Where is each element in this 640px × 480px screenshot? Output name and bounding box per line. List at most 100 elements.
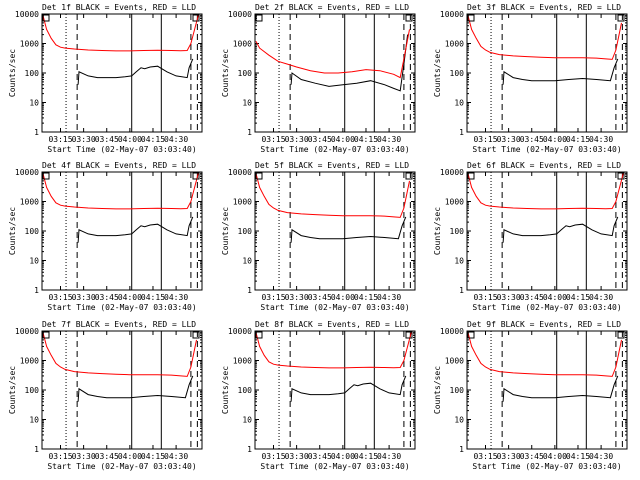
lld-line — [467, 332, 622, 377]
corner-marker — [405, 14, 413, 22]
panel-frame — [41, 330, 203, 450]
y-tick-label: 1000 — [233, 198, 252, 207]
x-axis-label: Start Time (02-May-07 03:03:40) — [260, 303, 409, 312]
x-tick-label: 03:45 — [308, 135, 332, 144]
panel-title: Det 9f BLACK = Events, RED = LLD — [467, 320, 621, 329]
x-tick-label: 04:15 — [354, 135, 378, 144]
corner-marker — [192, 172, 200, 180]
x-tick-label: 04:15 — [141, 135, 165, 144]
x-axis-label: Start Time (02-May-07 03:03:40) — [472, 462, 621, 471]
panel-frame — [466, 13, 628, 133]
x-tick-label: 03:45 — [520, 135, 544, 144]
y-tick-label: 100 — [238, 69, 253, 78]
y-tick-label: 10 — [29, 99, 39, 108]
corner-marker — [42, 172, 50, 180]
events-line — [502, 58, 619, 85]
lld-line — [42, 173, 199, 210]
x-tick-label: 03:15 — [473, 135, 497, 144]
lld-line — [42, 332, 197, 377]
x-tick-label: 04:30 — [589, 293, 613, 302]
panel-frame — [466, 330, 628, 450]
panel-frame — [254, 330, 416, 450]
events-line — [502, 216, 619, 243]
y-tick-label: 100 — [25, 227, 40, 236]
y-tick-label: 10 — [454, 99, 464, 108]
corner-marker — [405, 331, 413, 339]
y-tick-label: 1000 — [445, 40, 464, 49]
x-tick-label: 03:45 — [95, 293, 119, 302]
y-tick-label: 1 — [247, 128, 252, 137]
x-axis-label: Start Time (02-May-07 03:03:40) — [260, 462, 409, 471]
y-tick-label: 10000 — [15, 10, 39, 19]
x-tick-label: 03:30 — [497, 293, 521, 302]
lld-line — [255, 173, 410, 218]
y-axis-label: Counts/sec — [221, 49, 230, 97]
y-tick-label: 10000 — [228, 327, 252, 336]
x-axis-label: Start Time (02-May-07 03:03:40) — [47, 303, 196, 312]
corner-marker — [617, 14, 625, 22]
x-axis-label: Start Time (02-May-07 03:03:40) — [472, 145, 621, 154]
x-tick-label: 04:00 — [543, 135, 567, 144]
corner-marker — [42, 14, 50, 22]
x-tick-label: 04:30 — [377, 452, 401, 461]
y-tick-label: 10000 — [440, 327, 464, 336]
events-line — [77, 375, 194, 402]
x-axis-label: Start Time (02-May-07 03:03:40) — [47, 462, 196, 471]
y-tick-label: 100 — [450, 386, 465, 395]
y-tick-label: 10 — [454, 416, 464, 425]
corner-marker — [467, 172, 475, 180]
y-tick-label: 10000 — [228, 10, 252, 19]
panel-title: Det 4f BLACK = Events, RED = LLD — [42, 161, 196, 170]
x-axis-label: Start Time (02-May-07 03:03:40) — [47, 145, 196, 154]
lld-line — [42, 15, 199, 52]
y-axis-label: Counts/sec — [8, 366, 17, 414]
y-tick-label: 1 — [247, 286, 252, 295]
y-tick-label: 10000 — [440, 10, 464, 19]
x-tick-label: 04:00 — [331, 452, 355, 461]
y-tick-label: 1000 — [445, 198, 464, 207]
y-axis-label: Counts/sec — [433, 207, 442, 255]
x-tick-label: 04:00 — [118, 135, 142, 144]
x-tick-label: 04:00 — [331, 293, 355, 302]
y-tick-label: 100 — [25, 386, 40, 395]
y-tick-label: 1000 — [233, 40, 252, 49]
x-tick-label: 04:15 — [141, 452, 165, 461]
x-tick-label: 04:00 — [331, 135, 355, 144]
corner-marker — [405, 172, 413, 180]
x-tick-label: 04:30 — [164, 452, 188, 461]
corner-marker — [42, 331, 50, 339]
x-tick-label: 03:30 — [497, 135, 521, 144]
y-tick-label: 10000 — [15, 168, 39, 177]
x-tick-label: 03:30 — [72, 135, 96, 144]
corner-marker — [255, 172, 263, 180]
x-tick-label: 03:15 — [261, 293, 285, 302]
lld-line — [467, 173, 624, 210]
events-line — [290, 34, 409, 92]
panel-title: Det 8f BLACK = Events, RED = LLD — [255, 320, 409, 329]
y-tick-label: 10 — [29, 257, 39, 266]
lld-line — [255, 29, 410, 79]
panel-title: Det 3f BLACK = Events, RED = LLD — [467, 3, 621, 12]
x-tick-label: 03:45 — [95, 135, 119, 144]
corner-marker — [192, 331, 200, 339]
y-axis-label: Counts/sec — [8, 49, 17, 97]
x-tick-label: 03:15 — [261, 452, 285, 461]
x-tick-label: 04:30 — [589, 135, 613, 144]
panel-title: Det 7f BLACK = Events, RED = LLD — [42, 320, 196, 329]
y-tick-label: 1 — [34, 128, 39, 137]
y-axis-label: Counts/sec — [221, 366, 230, 414]
x-tick-label: 04:15 — [566, 135, 590, 144]
x-tick-label: 03:15 — [473, 452, 497, 461]
panel-title: Det 2f BLACK = Events, RED = LLD — [255, 3, 409, 12]
panel-frame — [41, 13, 203, 133]
panel-title: Det 1f BLACK = Events, RED = LLD — [42, 3, 196, 12]
y-tick-label: 10000 — [15, 327, 39, 336]
y-axis-label: Counts/sec — [8, 207, 17, 255]
y-tick-label: 10000 — [228, 168, 252, 177]
x-tick-label: 03:45 — [520, 293, 544, 302]
x-tick-label: 04:00 — [543, 452, 567, 461]
y-tick-label: 1000 — [445, 357, 464, 366]
corner-marker — [255, 14, 263, 22]
y-axis-label: Counts/sec — [221, 207, 230, 255]
y-tick-label: 10 — [454, 257, 464, 266]
